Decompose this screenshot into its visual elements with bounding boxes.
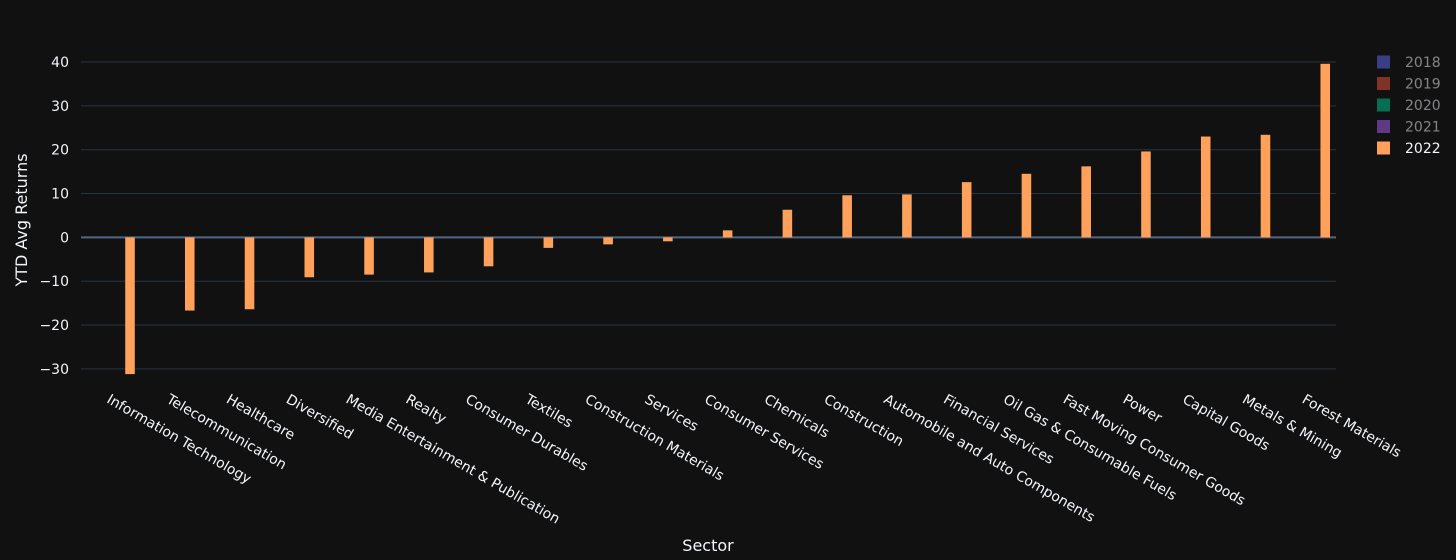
bar [961, 182, 972, 238]
y-tick-label: 40 [51, 55, 69, 71]
x-tick-label: Realty [403, 392, 449, 428]
bar [125, 237, 135, 375]
x-tick-label: Automobile and Auto Components [881, 392, 1098, 526]
y-tick-label: −20 [39, 318, 69, 334]
legend-label: 2019 [1405, 77, 1441, 93]
y-tick-label: 0 [60, 230, 69, 246]
y-tick-label: 10 [51, 187, 69, 203]
y-tick-label: 30 [51, 99, 69, 115]
bar [1141, 151, 1151, 238]
y-tick-label: −30 [39, 362, 69, 378]
bar [663, 237, 673, 242]
bar [304, 237, 315, 278]
x-axis-title: Sector [682, 536, 734, 555]
bar [424, 237, 434, 273]
legend-label: 2021 [1405, 120, 1441, 136]
bar [543, 237, 554, 248]
bar [603, 237, 613, 245]
legend-swatch [1377, 77, 1390, 90]
legend-label: 2020 [1405, 98, 1441, 114]
bar [364, 237, 374, 275]
y-tick-label: 20 [51, 143, 69, 159]
bar [244, 237, 255, 310]
bar [842, 195, 852, 238]
x-tick-label: Media Entertainment & Publication [343, 392, 562, 528]
legend-swatch [1377, 120, 1390, 133]
bar [1260, 134, 1271, 238]
bar [1320, 63, 1331, 238]
bar [483, 237, 494, 267]
bar [184, 237, 195, 311]
bar [1081, 166, 1091, 238]
y-tick-label: −10 [39, 274, 69, 290]
legend-swatch [1377, 55, 1390, 69]
legend-label: 2022 [1405, 141, 1441, 157]
bar [902, 194, 912, 238]
bar [722, 230, 733, 238]
bar [782, 209, 793, 238]
legend-label: 2018 [1405, 55, 1441, 71]
legend-swatch [1377, 141, 1390, 155]
x-tick-label: Metals & Mining [1239, 392, 1344, 462]
bar [1200, 136, 1211, 238]
x-tick-label: Power [1120, 392, 1165, 427]
bar [1021, 173, 1032, 238]
x-tick-label: Forest Materials [1299, 392, 1404, 462]
legend-swatch [1377, 98, 1390, 112]
y-axis-title: YTD Avg Returns [12, 153, 31, 287]
